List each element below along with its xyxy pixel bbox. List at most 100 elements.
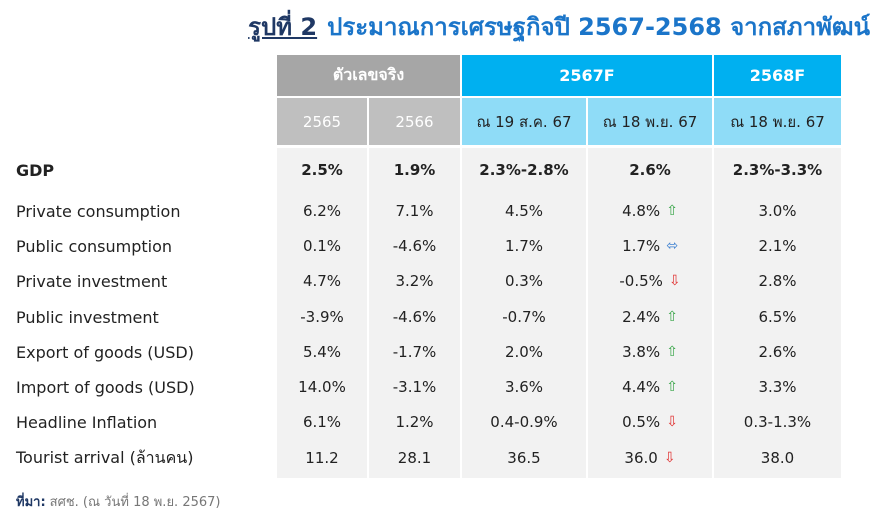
figure-label: รูปที่ 2 — [248, 12, 318, 41]
group-header: 2568F — [714, 55, 841, 96]
cell: 3.8% ⇧ — [588, 337, 712, 367]
cell-value: 2.0% — [504, 343, 544, 361]
trend-arrow: ⇩ — [668, 273, 681, 289]
cell-value: 3.3% — [758, 378, 797, 396]
cell: 36.0 ⇩ — [588, 443, 712, 473]
row-label: Private investment — [16, 271, 168, 291]
column-bg — [277, 148, 367, 478]
cell: 14.0% — [277, 372, 367, 402]
cell-value: 1.2% — [395, 413, 434, 431]
cell: 5.4% — [277, 337, 367, 367]
cell: 7.1% — [369, 196, 460, 226]
cell-value: -3.1% — [392, 378, 437, 396]
cell: -4.6% — [369, 302, 460, 332]
cell: 11.2 — [277, 443, 367, 473]
cell: 0.1% — [277, 231, 367, 261]
row-label: Tourist arrival (ล้านคน) — [16, 447, 194, 467]
cell: 1.2% — [369, 407, 460, 437]
cell: 6.2% — [277, 196, 367, 226]
source: ที่มา: สศช. (ณ วันที่ 18 พ.ย. 2567) — [16, 488, 220, 514]
cell-value: 4.8% — [622, 202, 661, 220]
cell-value: 0.3% — [504, 272, 544, 290]
cell: 1.9% — [369, 155, 460, 185]
sub-header: ณ 18 พ.ย. 67 — [588, 98, 712, 145]
cell: 4.7% — [277, 266, 367, 296]
cell-value: 38.0 — [760, 449, 795, 467]
cell: 0.5% ⇩ — [588, 407, 712, 437]
trend-arrow: ⬄ — [666, 238, 678, 254]
cell: 2.6% — [588, 155, 712, 185]
cell-value: 3.2% — [395, 272, 434, 290]
cell: 2.5% — [277, 155, 367, 185]
cell-value: 2.3%-3.3% — [732, 161, 823, 179]
sub-header: 2565 — [277, 98, 367, 145]
column-bg — [588, 148, 712, 478]
trend-arrow: ⇧ — [666, 203, 678, 219]
cell: 1.7% — [462, 231, 586, 261]
cell-value: -3.9% — [300, 308, 344, 326]
cell-value: 2.6% — [758, 343, 797, 361]
cell: -4.6% — [369, 231, 460, 261]
row-label: Public investment — [16, 307, 159, 327]
trend-arrow: ⇩ — [663, 450, 676, 466]
cell: 2.3%-3.3% — [714, 155, 841, 185]
row-label: Export of goods (USD) — [16, 342, 194, 362]
cell-value: -1.7% — [392, 343, 437, 361]
title: รูปที่ 2 ประมาณการเศรษฐกิจปี 2567-2568 จ… — [190, 6, 870, 46]
cell: -3.1% — [369, 372, 460, 402]
cell-value: 11.2 — [305, 449, 339, 467]
trend-arrow: ⇩ — [666, 414, 678, 430]
row-label: Headline Inflation — [16, 412, 158, 432]
cell-value: 4.4% — [622, 378, 661, 396]
source-label: ที่มา: — [16, 494, 46, 510]
cell: 0.3-1.3% — [714, 407, 841, 437]
cell: 2.1% — [714, 231, 841, 261]
cell-value: 0.4-0.9% — [490, 413, 558, 431]
cell: 2.0% — [462, 337, 586, 367]
cell: 3.2% — [369, 266, 460, 296]
cell-value: 3.0% — [758, 202, 797, 220]
cell-value: 2.5% — [301, 161, 343, 179]
cell: 6.5% — [714, 302, 841, 332]
cell: 2.3%-2.8% — [462, 155, 586, 185]
cell: 2.8% — [714, 266, 841, 296]
cell-value: -0.5% — [619, 272, 663, 290]
cell-value: 5.4% — [302, 343, 342, 361]
cell: 3.6% — [462, 372, 586, 402]
column-bg — [369, 148, 460, 478]
trend-arrow: ⇧ — [666, 379, 678, 395]
cell-value: 14.0% — [298, 378, 346, 396]
cell: -0.7% — [462, 302, 586, 332]
cell-value: 2.8% — [758, 272, 797, 290]
row-label: Public consumption — [16, 236, 173, 256]
cell-value: 7.1% — [395, 202, 434, 220]
cell-value: 2.3%-2.8% — [479, 161, 569, 179]
cell-value: -0.7% — [502, 308, 546, 326]
cell-value: 0.3-1.3% — [743, 413, 812, 431]
row-label: Private consumption — [16, 201, 181, 221]
cell: -0.5% ⇩ — [588, 266, 712, 296]
cell-value: 3.6% — [504, 378, 544, 396]
cell-value: 36.0 — [624, 449, 658, 467]
cell: 4.5% — [462, 196, 586, 226]
row-label: Import of goods (USD) — [16, 377, 195, 397]
cell-value: 4.5% — [504, 202, 544, 220]
cell: 2.6% — [714, 337, 841, 367]
cell: 3.3% — [714, 372, 841, 402]
cell: 2.4% ⇧ — [588, 302, 712, 332]
cell-value: 36.5 — [507, 449, 541, 467]
cell: 0.3% — [462, 266, 586, 296]
cell-value: 28.1 — [397, 449, 432, 467]
cell-value: 3.8% — [622, 343, 661, 361]
cell-value: 1.7% — [622, 237, 661, 255]
cell-value: 6.1% — [302, 413, 342, 431]
sub-header: ณ 18 พ.ย. 67 — [714, 98, 841, 145]
cell-value: 2.1% — [758, 237, 797, 255]
cell-value: 2.4% — [622, 308, 661, 326]
cell: 6.1% — [277, 407, 367, 437]
cell: -3.9% — [277, 302, 367, 332]
sub-header: 2566 — [369, 98, 460, 145]
trend-arrow: ⇧ — [666, 309, 678, 325]
group-header: 2567F — [462, 55, 712, 96]
column-bg — [714, 148, 841, 478]
